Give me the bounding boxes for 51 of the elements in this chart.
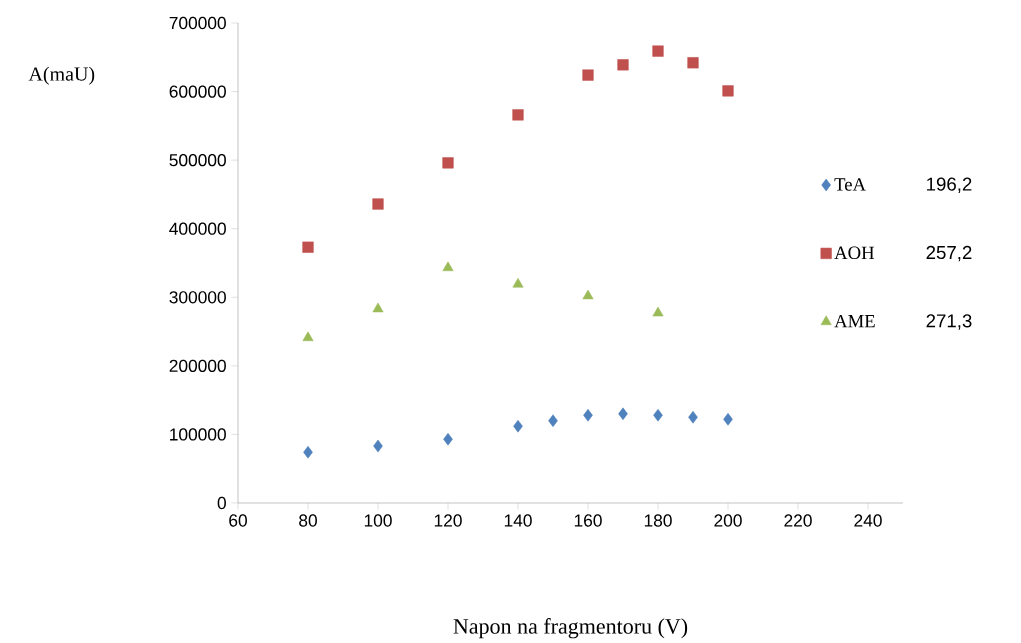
y-tick-label: 700000 [169, 16, 226, 30]
y-axis-title: A(maU) [28, 66, 95, 85]
point [442, 157, 454, 169]
point [652, 306, 664, 317]
point [723, 413, 733, 426]
point [302, 241, 314, 253]
y-tick-label: 400000 [169, 222, 226, 235]
x-tick-label: 220 [784, 514, 812, 527]
point [513, 420, 523, 433]
point [618, 407, 628, 421]
y-tick-label: 200000 [169, 359, 226, 373]
x-tick-label: 60 [229, 514, 247, 527]
x-tick-label: 240 [854, 514, 882, 527]
point [687, 57, 699, 69]
point [617, 59, 629, 71]
text: 196,2 [927, 177, 972, 194]
point [653, 409, 663, 422]
y-tick-label: 100000 [170, 428, 226, 441]
x-tick-label: 180 [644, 514, 672, 527]
legend-label: TeA [834, 178, 866, 191]
point [442, 261, 454, 272]
x-tick-label: 140 [504, 514, 532, 527]
x-tick-label: 160 [574, 514, 602, 527]
point [443, 433, 453, 446]
point [583, 409, 593, 422]
y-tick-label: 0 [217, 496, 226, 510]
legend-label: AME [834, 315, 875, 328]
point [548, 414, 558, 428]
point [512, 109, 524, 121]
x-tick-label: 200 [714, 514, 742, 527]
point [302, 331, 314, 342]
y-tick-label: 600000 [169, 85, 226, 98]
legend-label: AOH [834, 246, 875, 260]
x-tick-label: 80 [299, 514, 317, 527]
point [722, 85, 734, 97]
y-tick-label: 300000 [169, 291, 226, 304]
point [512, 278, 524, 288]
point [582, 69, 594, 81]
point [582, 289, 594, 300]
point [303, 446, 313, 459]
point [373, 439, 383, 453]
x-tick-label: 100 [364, 514, 392, 527]
point [688, 411, 698, 424]
x-axis-title: Napon na fragmentoru (V) [453, 618, 688, 639]
text: 257,2 [926, 245, 972, 262]
point [652, 45, 664, 57]
point [372, 198, 384, 210]
text: 271,3 [926, 314, 972, 330]
y-tick-label: 500000 [169, 154, 226, 167]
x-tick-label: 120 [434, 514, 462, 527]
point [372, 302, 384, 313]
